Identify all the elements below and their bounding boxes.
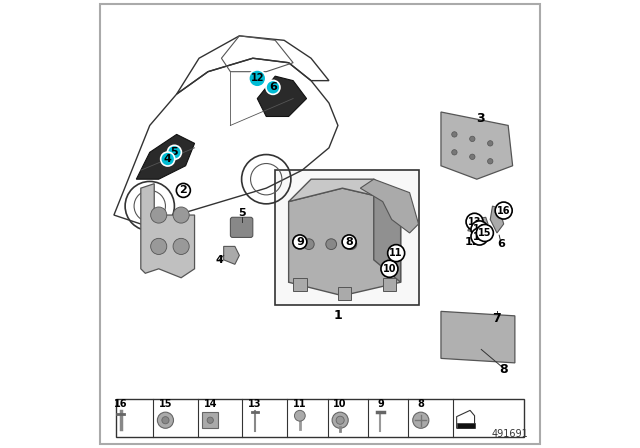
- Circle shape: [150, 238, 167, 254]
- Polygon shape: [141, 184, 195, 278]
- Text: 3: 3: [476, 112, 484, 125]
- Text: 8: 8: [417, 399, 424, 409]
- Text: 6: 6: [269, 82, 277, 92]
- Text: 8: 8: [345, 237, 353, 247]
- FancyBboxPatch shape: [100, 4, 540, 444]
- Circle shape: [336, 416, 344, 424]
- Text: 13: 13: [248, 399, 262, 409]
- Text: 4: 4: [164, 154, 172, 164]
- Circle shape: [470, 136, 475, 142]
- Circle shape: [452, 132, 457, 137]
- Polygon shape: [441, 311, 515, 363]
- Polygon shape: [289, 188, 401, 296]
- Text: 16: 16: [473, 224, 486, 234]
- Text: 7: 7: [493, 311, 501, 325]
- Text: 10: 10: [333, 399, 347, 409]
- Text: 14: 14: [473, 232, 486, 241]
- Text: 15: 15: [159, 399, 172, 409]
- Circle shape: [157, 412, 173, 428]
- Text: 11: 11: [389, 248, 403, 258]
- Polygon shape: [441, 112, 513, 179]
- Circle shape: [332, 412, 348, 428]
- Circle shape: [488, 141, 493, 146]
- Bar: [116, 399, 524, 437]
- Circle shape: [162, 417, 169, 424]
- Circle shape: [173, 207, 189, 223]
- Polygon shape: [289, 179, 401, 202]
- Circle shape: [207, 417, 213, 423]
- Circle shape: [470, 154, 475, 159]
- Polygon shape: [374, 179, 401, 282]
- Text: 15: 15: [478, 228, 492, 238]
- Polygon shape: [257, 76, 307, 116]
- FancyBboxPatch shape: [230, 217, 253, 237]
- Polygon shape: [490, 206, 504, 233]
- Circle shape: [150, 207, 167, 223]
- Circle shape: [303, 239, 314, 250]
- Text: 11: 11: [293, 399, 307, 409]
- Text: 2: 2: [179, 185, 188, 195]
- Text: 1: 1: [333, 309, 342, 323]
- Text: 14: 14: [204, 399, 217, 409]
- FancyBboxPatch shape: [275, 170, 419, 305]
- Polygon shape: [224, 246, 239, 264]
- Bar: [457, 423, 475, 428]
- Text: 5: 5: [171, 147, 178, 157]
- Polygon shape: [136, 134, 195, 179]
- Text: 8: 8: [499, 363, 508, 376]
- Polygon shape: [457, 410, 475, 428]
- Circle shape: [326, 239, 337, 250]
- Text: 16: 16: [497, 206, 511, 215]
- Circle shape: [413, 412, 429, 428]
- Circle shape: [346, 239, 356, 250]
- Text: 6: 6: [497, 239, 506, 249]
- Circle shape: [294, 410, 305, 421]
- Text: 9: 9: [296, 237, 304, 247]
- Bar: [383, 278, 396, 291]
- Text: 16: 16: [114, 399, 127, 409]
- Circle shape: [173, 238, 189, 254]
- Text: 491691: 491691: [492, 429, 529, 439]
- Polygon shape: [360, 179, 419, 233]
- Bar: [338, 287, 351, 300]
- Bar: [293, 278, 307, 291]
- Text: 5: 5: [238, 208, 245, 218]
- Text: 12: 12: [465, 237, 480, 247]
- Polygon shape: [468, 217, 488, 233]
- Text: 9: 9: [377, 399, 384, 409]
- Text: 13: 13: [468, 217, 481, 227]
- Text: 12: 12: [250, 73, 264, 83]
- Text: 4: 4: [215, 255, 223, 265]
- Circle shape: [452, 150, 457, 155]
- Bar: [202, 412, 218, 428]
- Text: 10: 10: [383, 264, 396, 274]
- Circle shape: [488, 159, 493, 164]
